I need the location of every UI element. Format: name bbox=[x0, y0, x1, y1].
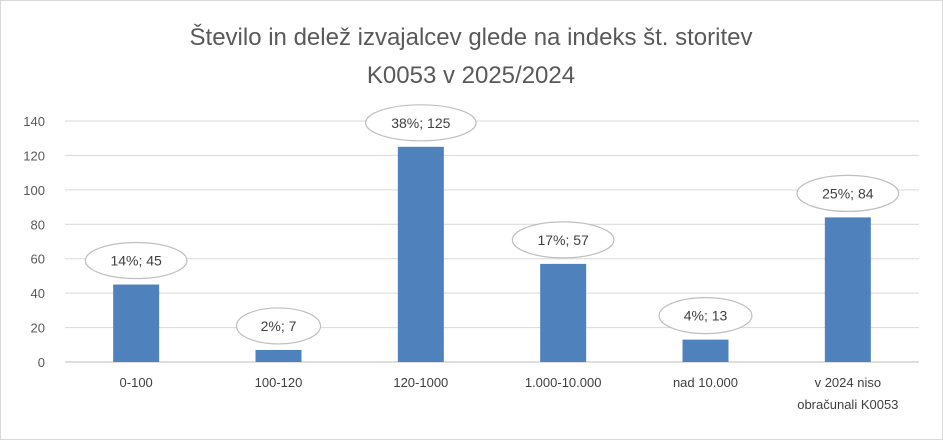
data-label-bubble bbox=[365, 104, 477, 142]
chart-title-line-2: K0053 v 2025/2024 bbox=[367, 62, 575, 89]
y-tick-label: 120 bbox=[23, 148, 45, 163]
bar bbox=[397, 146, 444, 362]
y-tick-label: 140 bbox=[23, 114, 45, 129]
category-label: 0-100 bbox=[120, 375, 153, 390]
category-label: 120-1000 bbox=[393, 375, 448, 390]
data-label: 4%; 13 bbox=[658, 297, 753, 335]
bar bbox=[255, 349, 302, 362]
bars bbox=[113, 146, 871, 362]
x-axis-categories: 0-100 100-120 120-1000 1.000-10.000 nad 10.0… bbox=[120, 375, 899, 412]
data-label: 25%; 84 bbox=[796, 174, 900, 212]
data-label: 2%; 7 bbox=[235, 307, 322, 345]
data-label-bubble bbox=[511, 221, 615, 259]
category-label: nad 10.000 bbox=[673, 375, 738, 390]
data-label-text: 17%; 57 bbox=[537, 232, 589, 248]
data-label-bubble bbox=[84, 241, 188, 280]
data-label-text: 25%; 84 bbox=[822, 185, 874, 201]
y-tick-label: 40 bbox=[31, 286, 45, 301]
gridlines bbox=[65, 120, 919, 363]
y-tick-label: 100 bbox=[23, 183, 45, 198]
y-tick-label: 0 bbox=[38, 355, 45, 370]
y-tick-label: 80 bbox=[31, 217, 45, 232]
y-tick-label: 60 bbox=[31, 252, 45, 267]
bar bbox=[113, 284, 160, 362]
bar bbox=[824, 217, 871, 362]
category-label: 100-120 bbox=[255, 375, 303, 390]
data-label-text: 14%; 45 bbox=[110, 253, 162, 269]
y-tick-label: 20 bbox=[31, 321, 45, 336]
category-label: 1.000-10.000 bbox=[525, 375, 602, 390]
y-axis-ticks: 0 20 40 60 80 100 120 140 bbox=[23, 114, 45, 370]
data-label-bubble bbox=[658, 297, 753, 335]
bar bbox=[540, 263, 587, 362]
data-label-text: 38%; 125 bbox=[391, 115, 450, 131]
data-label: 38%; 125 bbox=[365, 104, 477, 142]
category-label: v 2024 niso bbox=[815, 375, 882, 390]
data-label-text: 2%; 7 bbox=[261, 318, 297, 334]
data-label: 17%; 57 bbox=[511, 221, 615, 259]
data-label: 14%; 45 bbox=[84, 241, 188, 280]
bar bbox=[682, 339, 729, 362]
data-label-bubble bbox=[796, 174, 900, 212]
chart-title-line-1: Število in delež izvajalcev glede na ind… bbox=[190, 23, 753, 51]
data-label-bubble bbox=[235, 307, 322, 345]
category-label: obračunali K0053 bbox=[797, 397, 898, 412]
data-labels: 14%; 45 2%; 7 38%; 125 17%; 57 4%; 13 25%; 84 bbox=[84, 104, 900, 345]
data-label-text: 4%; 13 bbox=[684, 308, 728, 324]
